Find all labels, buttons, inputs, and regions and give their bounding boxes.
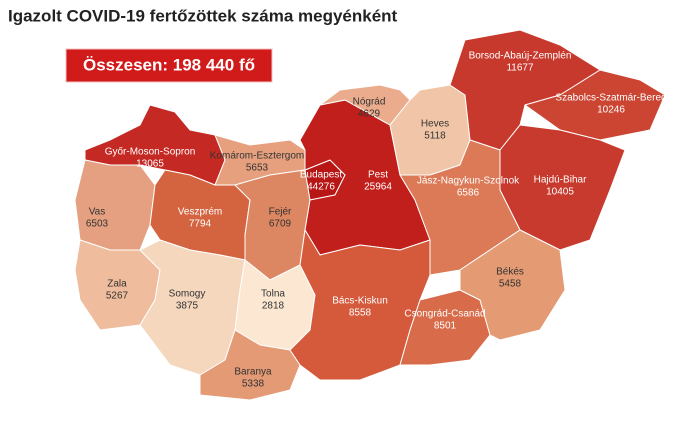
county-value: 44276 bbox=[307, 182, 335, 193]
county bbox=[459, 229, 566, 341]
total: Összesen: 198 440 fő bbox=[83, 55, 255, 74]
county-name: Nógrád bbox=[353, 97, 386, 108]
county-name: Budapest bbox=[300, 170, 342, 181]
county-value: 13065 bbox=[136, 159, 164, 170]
county-name: Hajdú-Bihar bbox=[534, 175, 587, 186]
county-value: 5458 bbox=[499, 279, 522, 290]
title: Igazolt COVID-19 fertőzöttek száma megyé… bbox=[8, 6, 398, 25]
county-value: 6709 bbox=[269, 219, 292, 230]
county-value: 8501 bbox=[434, 321, 457, 332]
county bbox=[524, 69, 666, 141]
county-name: Baranya bbox=[234, 367, 272, 378]
county-name: Veszprém bbox=[178, 207, 222, 218]
county-name: Komárom-Esztergom bbox=[210, 151, 304, 162]
county-value: 7794 bbox=[189, 219, 212, 230]
county-name: Zala bbox=[107, 279, 127, 290]
county-name: Heves bbox=[421, 119, 449, 130]
county-value: 5118 bbox=[424, 131, 446, 142]
county-value: 10405 bbox=[546, 187, 574, 198]
county bbox=[74, 159, 156, 251]
county-name: Tolna bbox=[261, 289, 285, 300]
county-value: 5267 bbox=[106, 291, 129, 302]
county bbox=[319, 84, 411, 126]
county-value: 10246 bbox=[597, 105, 625, 116]
county-value: 11677 bbox=[506, 63, 534, 74]
county-name: Szabolcs-Szatmár-Bereg bbox=[555, 93, 666, 104]
county-value: 2818 bbox=[262, 301, 285, 312]
total-box bbox=[65, 48, 273, 83]
county-name: Somogy bbox=[169, 289, 206, 300]
county-name: Bács-Kiskun bbox=[332, 296, 388, 307]
county-name: Borsod-Abaúj-Zemplén bbox=[469, 51, 572, 62]
county-value: 8558 bbox=[349, 308, 372, 319]
county-value: 3875 bbox=[176, 301, 199, 312]
county-name: Csongrád-Csanád bbox=[404, 309, 485, 320]
county-value: 6586 bbox=[457, 188, 480, 199]
county-name: Fejér bbox=[269, 207, 292, 218]
county-value: 25964 bbox=[364, 182, 392, 193]
county-name: Vas bbox=[89, 207, 106, 218]
county-value: 4629 bbox=[358, 109, 381, 120]
county-name: Pest bbox=[368, 170, 388, 181]
county bbox=[199, 329, 301, 401]
county-value: 6503 bbox=[86, 219, 109, 230]
county-value: 5338 bbox=[242, 379, 265, 390]
county-name: Jász-Nagykun-Szolnok bbox=[417, 176, 520, 187]
county-name: Győr-Moson-Sopron bbox=[105, 147, 196, 158]
county-value: 5653 bbox=[246, 163, 269, 174]
county-name: Békés bbox=[496, 267, 524, 278]
